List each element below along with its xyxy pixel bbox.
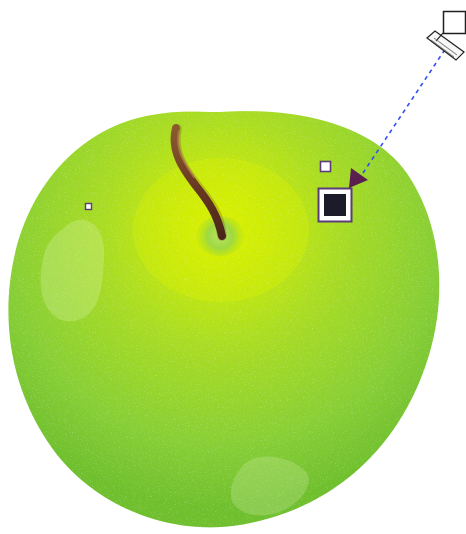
apple-left-highlight [40, 219, 105, 322]
gradient-start-handle[interactable] [317, 187, 353, 223]
gradient-direction-arrow-icon[interactable] [349, 168, 368, 188]
apple-bottom-highlight [230, 456, 309, 516]
gradient-end-handle-stem [435, 32, 444, 42]
gradient-end-handle-box [442, 10, 466, 35]
apple-stem-highlight [177, 130, 195, 178]
gradient-fill-overlay[interactable] [84, 10, 466, 223]
gradient-end-handle[interactable] [426, 10, 466, 61]
gradient-start-handle-core [324, 194, 346, 216]
gradient-end-handle-slider [426, 30, 465, 61]
gradient-vector-line[interactable] [362, 47, 447, 174]
gradient-left-anchor-handle[interactable] [84, 202, 93, 211]
gradient-end-handle-detail-2 [430, 39, 455, 58]
apple-stem[interactable] [170, 124, 226, 240]
gradient-end-handle-detail-1 [433, 37, 458, 56]
gradient-midpoint-handle[interactable] [319, 160, 332, 173]
